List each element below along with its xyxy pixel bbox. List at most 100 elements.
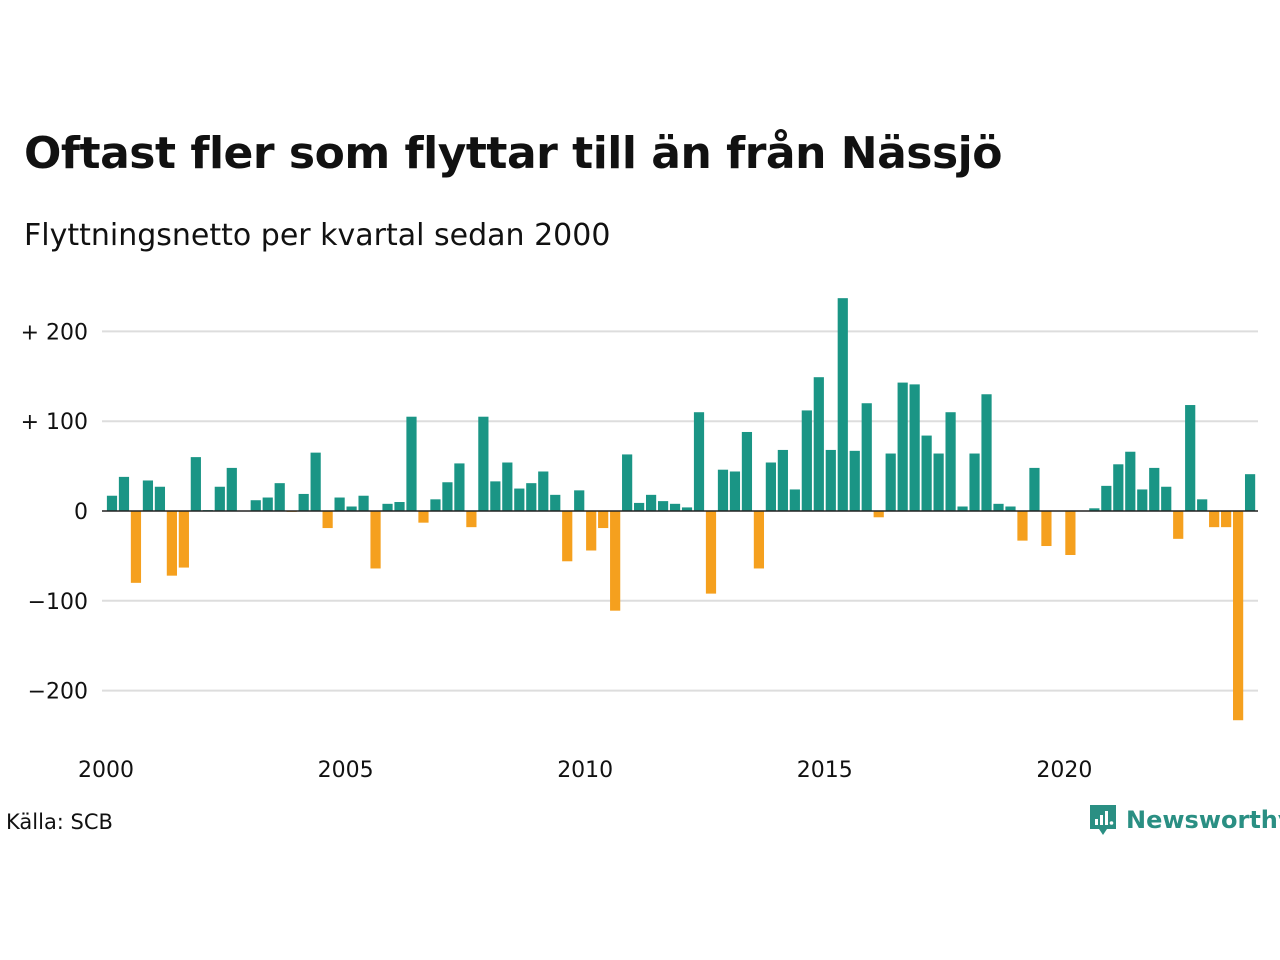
bar [969, 453, 980, 511]
bar [406, 416, 417, 511]
bar [1017, 511, 1028, 541]
bar [1197, 499, 1208, 511]
bar [861, 403, 872, 511]
bar [849, 450, 860, 511]
bar [1101, 485, 1112, 511]
bar [801, 410, 812, 511]
bar [370, 511, 381, 569]
bar [574, 490, 585, 511]
bar [358, 495, 369, 511]
bar [1005, 506, 1016, 511]
bar [526, 483, 537, 511]
bar [885, 453, 896, 511]
bar [1244, 474, 1256, 511]
bar [190, 457, 201, 511]
bars [106, 298, 1256, 721]
x-tick-label: 2005 [318, 758, 374, 783]
bar [466, 511, 477, 528]
bar [394, 502, 405, 511]
bar [705, 511, 717, 594]
bar [274, 483, 285, 511]
bar [933, 453, 944, 511]
bar [1233, 511, 1244, 721]
brand-logo[interactable]: Newsworthy [1088, 803, 1280, 837]
bar [178, 511, 189, 568]
bar [1149, 467, 1160, 511]
bar [562, 511, 573, 562]
chart-title: Oftast fler som flyttar till än från Näs… [24, 128, 1002, 179]
bar [645, 494, 657, 511]
bar [226, 467, 237, 511]
bar [430, 499, 441, 511]
bar [1221, 511, 1232, 528]
bar [693, 412, 705, 511]
bar [334, 497, 345, 511]
bar [669, 503, 681, 511]
bar [250, 500, 261, 511]
bar [873, 511, 884, 518]
bar [322, 511, 333, 529]
bar [1209, 511, 1220, 528]
newsworthy-logo-icon [1090, 805, 1116, 835]
bar [382, 503, 393, 511]
y-axis-labels: + 200 + 100 0 −100 −200 [21, 320, 88, 704]
bar [765, 462, 776, 511]
y-tick-label: + 200 [21, 320, 88, 345]
x-axis-labels: 2000 2005 2010 2015 2020 [78, 758, 1092, 783]
bar [681, 507, 693, 511]
bar [142, 480, 154, 511]
bar [957, 506, 968, 511]
bar [1089, 508, 1100, 511]
bar [346, 506, 357, 511]
bar [310, 452, 321, 511]
bar [1029, 467, 1040, 511]
bar [813, 377, 824, 511]
bar [166, 511, 177, 576]
bar [502, 462, 513, 511]
chart-subtitle: Flyttningsnetto per kvartal sedan 2000 [24, 218, 611, 253]
bar [729, 471, 741, 511]
bar [1041, 511, 1052, 547]
bar [118, 476, 130, 511]
brand-name: Newsworthy [1126, 806, 1280, 834]
bar [657, 501, 669, 511]
bar [717, 469, 729, 511]
bar [550, 494, 561, 511]
y-tick-label: −200 [28, 680, 88, 705]
bar [490, 481, 501, 511]
bar [478, 416, 489, 511]
bar [106, 495, 118, 511]
bar [921, 435, 932, 511]
bar [442, 482, 453, 511]
bar [825, 449, 836, 511]
bar [1161, 486, 1172, 511]
bar [1185, 405, 1196, 511]
bar [598, 511, 609, 529]
bar [298, 493, 309, 511]
bar [610, 511, 621, 611]
y-tick-label: + 100 [21, 410, 88, 435]
y-tick-label: −100 [28, 590, 88, 615]
bar [897, 382, 908, 511]
x-tick-label: 2015 [797, 758, 853, 783]
bar [777, 449, 788, 511]
bar [1065, 511, 1076, 555]
bar [214, 486, 225, 511]
bar [741, 431, 753, 511]
grid-lines [102, 330, 1258, 692]
bar [514, 488, 525, 511]
bar [753, 511, 765, 569]
bar [1125, 451, 1136, 511]
bar [909, 384, 920, 511]
bar [945, 412, 956, 511]
bar [981, 394, 992, 511]
bar [154, 486, 166, 511]
bar [586, 511, 597, 551]
bar [1113, 464, 1124, 511]
bar [634, 502, 645, 511]
x-tick-label: 2020 [1036, 758, 1092, 783]
source-note: Källa: SCB [6, 810, 113, 834]
bar [622, 454, 633, 511]
bar [1173, 511, 1184, 539]
